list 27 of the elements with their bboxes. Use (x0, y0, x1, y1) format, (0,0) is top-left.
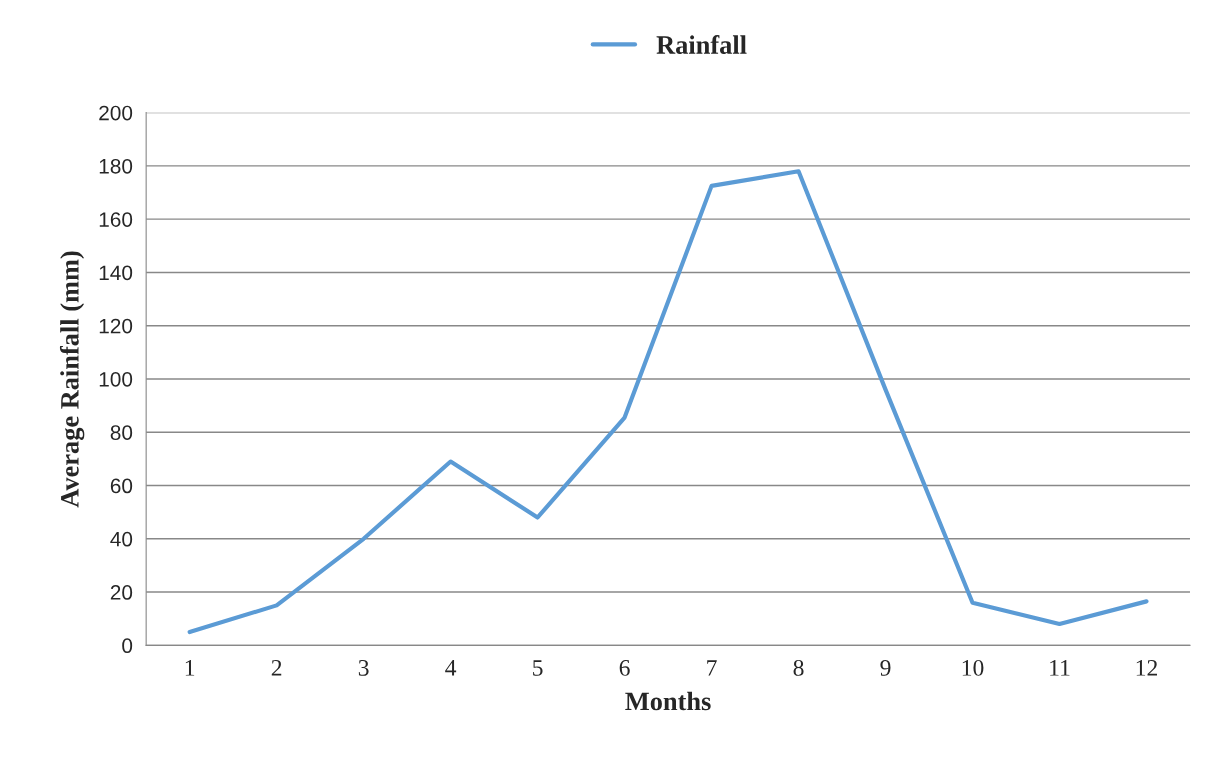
y-tick-label: 200 (99, 105, 133, 121)
y-axis-title: Average Rainfall (mm) (59, 251, 85, 508)
y-tick-label: 140 (99, 265, 133, 281)
y-tick-label: 100 (99, 371, 133, 387)
x-tick-label: 3 (358, 659, 369, 676)
x-tick-label: 1 (185, 660, 195, 676)
y-tick-label: 40 (110, 531, 133, 547)
y-tick-label: 0 (122, 638, 133, 654)
x-tick-label: 5 (533, 660, 543, 676)
x-tick-label: 10 (962, 659, 984, 676)
legend-label: Rainfall (656, 35, 747, 54)
x-tick-label: 8 (793, 659, 804, 676)
x-tick-label: 9 (880, 659, 891, 676)
x-tick-label: 11 (1050, 660, 1070, 676)
y-tick-label: 80 (110, 425, 133, 440)
x-tick-label: 4 (445, 660, 457, 676)
x-tick-label: 7 (707, 660, 717, 676)
y-tick-label: 20 (110, 585, 133, 600)
y-tick-label: 60 (110, 478, 133, 494)
x-tick-label: 6 (619, 659, 630, 676)
y-tick-label: 120 (99, 318, 133, 334)
x-tick-label: 2 (271, 659, 282, 676)
y-tick-label: 160 (99, 212, 133, 227)
y-tick-label: 180 (99, 158, 133, 174)
x-tick-label: 12 (1136, 659, 1157, 676)
line-series (187, 169, 1149, 635)
x-axis-title: Months (625, 691, 711, 711)
